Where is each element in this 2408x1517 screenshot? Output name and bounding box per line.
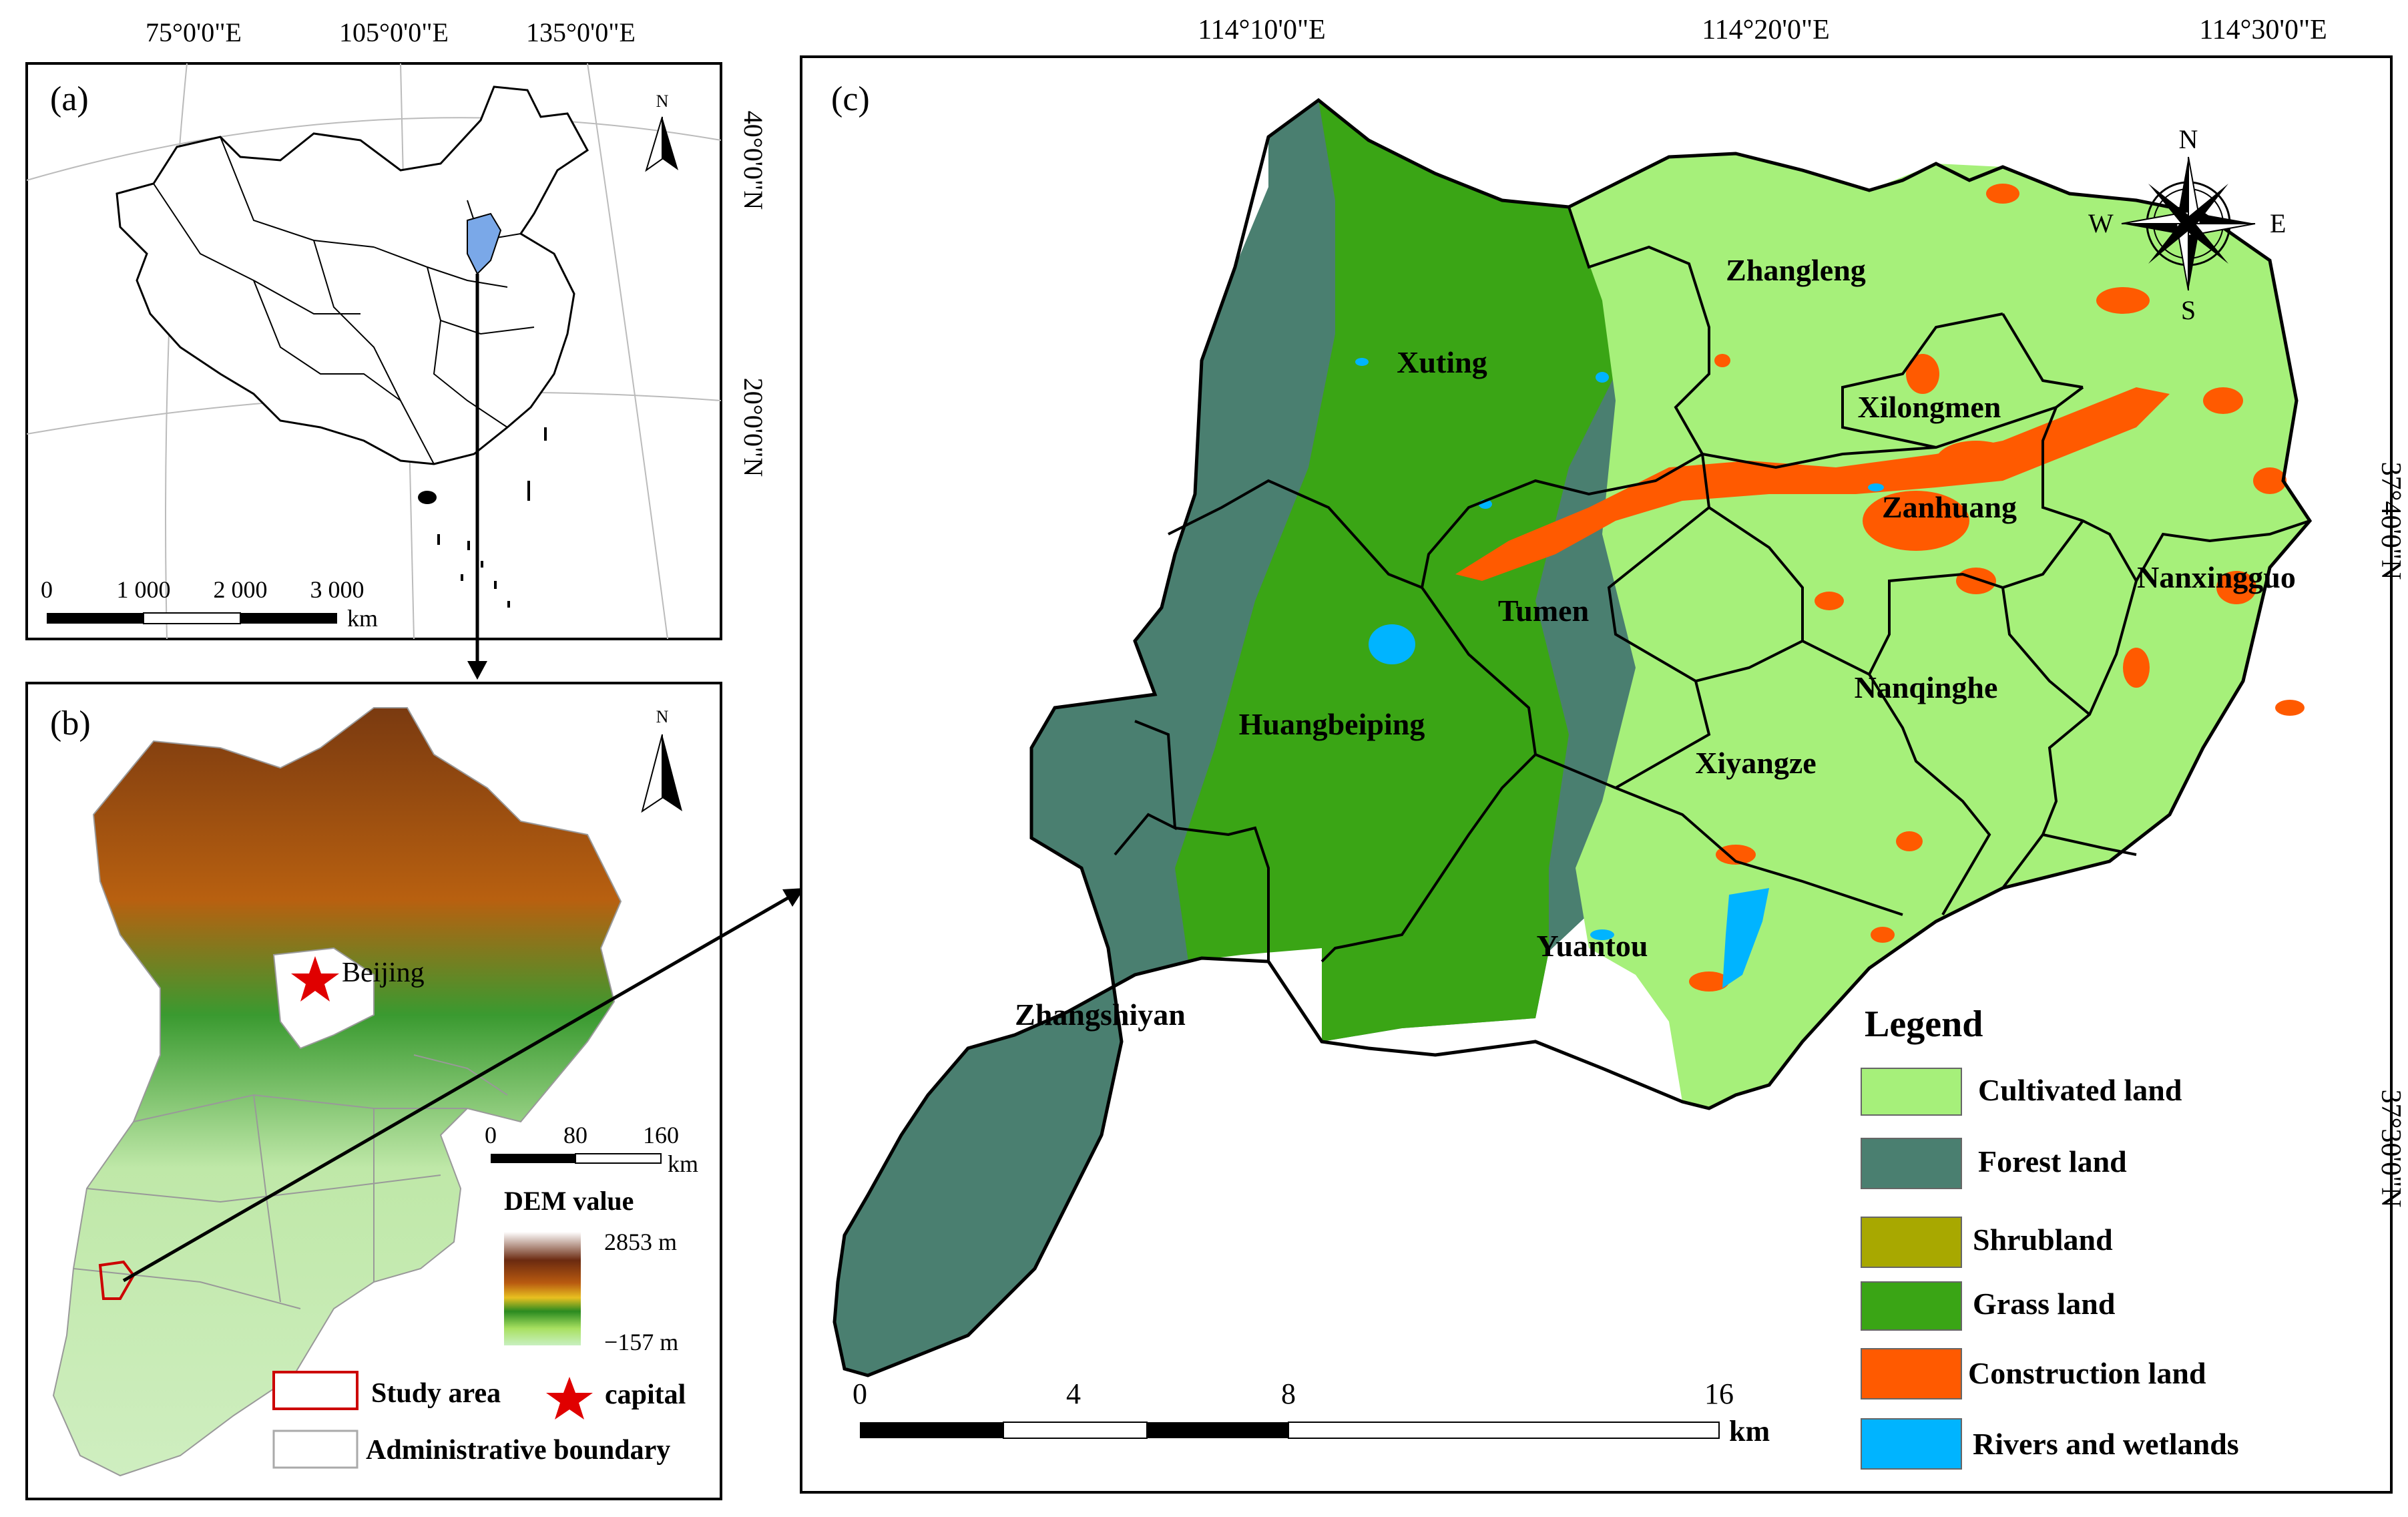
town-label-zanhuang: Zanhuang [1882,490,2017,524]
legend-label-construction: Construction land [1968,1356,2206,1390]
study-area-outline [98,1260,136,1300]
town-label-huangbeiping: Huangbeiping [1239,707,1425,741]
town-label-nanxingguo: Nanxingguo [2137,560,2296,594]
panel-a-north-arrow: N [645,91,678,172]
town-label-xilongmen: Xilongmen [1858,390,2001,424]
panel-a-north-label: N [656,91,669,111]
panel-c-lon-tick: 114°10'0"E [1198,15,1326,45]
town-label-xuting: Xuting [1397,345,1487,379]
panel-b-label: (b) [50,704,91,742]
panel-a-label: (a) [50,80,89,118]
panel-a-lat-tick: 20°0'0"N [738,378,768,477]
town-label-xiyangze: Xiyangze [1695,746,1816,780]
panel-a-scale-tick: 0 [41,576,53,603]
legend-swatch-grass [1861,1281,1962,1331]
panel-c-scale-tick: 4 [1066,1377,1081,1410]
panel-a-scale-unit: km [347,605,378,632]
legend-label-rivers: Rivers and wetlands [1973,1427,2239,1461]
legend-swatch-forest [1861,1138,1962,1189]
panel-c-scale-tick: 0 [853,1377,867,1410]
compass-rose-icon: N S E W [2088,124,2286,325]
town-labels: Zhangleng Xuting Xilongmen Zanhuang Nanx… [1015,253,2296,1032]
panel-b-scale-tick: 80 [563,1122,587,1148]
china-islands [418,427,547,608]
panel-b-north-label: N [656,707,669,726]
legend-label-forest: Forest land [1978,1144,2127,1178]
panel-a-lat-tick: 40°0'0"N [738,111,768,210]
panel-c-scale-bar: 0 4 8 16 km [853,1377,1770,1448]
arrow-a-to-b [467,274,487,680]
panel-a-lon-tick: 75°0'0"E [146,17,242,47]
compass-n-label: N [2179,124,2198,154]
panel-c: (c) 114°10'0"E 114°20'0"E 114°30'0"E 37°… [800,15,2406,1494]
china-outline [115,85,589,465]
dem-min-label: −157 m [604,1329,678,1355]
panel-a: (a) N [25,17,768,640]
township-boundaries [1114,206,2311,963]
legend-label-shrubland: Shrubland [1973,1223,2113,1257]
beijing-label: Beijing [342,957,425,988]
panel-b-north-arrow: N [641,707,682,813]
hebei-highlight [467,212,502,275]
panel-a-scale-tick: 2 000 [214,576,268,603]
panel-c-lon-tick: 114°30'0"E [2199,15,2327,45]
compass-s-label: S [2181,295,2196,325]
construction-land-patches [1455,184,2305,992]
legend-label-grass: Grass land [1973,1287,2116,1321]
legend-swatch-shrubland [1861,1217,1962,1268]
dem-color-ramp [504,1232,581,1345]
dem-max-label: 2853 m [604,1229,677,1255]
legend-swatch-construction [1861,1348,1962,1399]
panel-c-scale-tick: 16 [1704,1377,1734,1410]
legend-study-area-swatch [272,1371,358,1410]
legend-title: Legend [1865,1004,1983,1045]
town-label-tumen: Tumen [1498,594,1589,628]
panel-c-lat-tick: 37°30'0"N [2375,1090,2406,1208]
legend-swatch-rivers [1861,1418,1962,1470]
dem-legend-title: DEM value [504,1186,634,1216]
town-label-yuantou: Yuantou [1536,929,1648,963]
grass-land-area [1175,100,1669,1042]
beijing-area [272,947,375,1050]
panel-a-scale-bar: 0 1 000 2 000 3 000 km [41,576,378,632]
town-label-zhangleng: Zhangleng [1726,253,1866,287]
panel-c-label: (c) [831,80,870,118]
panel-c-lat-tick: 37°40'0"N [2375,462,2406,580]
legend-study-area-label: Study area [371,1378,501,1409]
legend-admin-label: Administrative boundary [366,1435,670,1466]
arrow-b-to-c [122,888,804,1283]
panel-b-scale-bar: 0 80 160 km [485,1122,698,1177]
china-provinces [153,136,535,465]
town-label-zhangshiyan: Zhangshiyan [1015,998,1186,1032]
panel-b: (b) Beijing N 0 80 160 [25,682,722,1500]
legend-swatch-cultivated [1861,1068,1962,1116]
panel-b-scale-tick: 0 [485,1122,497,1148]
beijing-star-icon [291,956,339,1002]
legend-label-cultivated: Cultivated land [1978,1073,2182,1107]
panel-b-scale-unit: km [668,1150,698,1177]
hebei-dem-map [52,707,622,1477]
compass-w-label: W [2088,208,2114,238]
legend-capital-label: capital [605,1379,686,1410]
panel-c-scale-unit: km [1729,1415,1770,1448]
town-label-nanqinghe: Nanqinghe [1855,670,1998,704]
panel-a-scale-tick: 3 000 [310,576,365,603]
legend-admin-swatch [272,1430,358,1469]
study-area-boundary [832,97,2313,1377]
panel-a-lon-tick: 135°0'0"E [526,17,636,47]
panel-c-lon-tick: 114°20'0"E [1702,15,1830,45]
land-use-legend: Legend Cultivated land Forest land Shrub… [1861,1004,2239,1470]
panel-b-scale-tick: 160 [643,1122,679,1148]
compass-e-label: E [2270,208,2286,238]
panel-a-lon-tick: 105°0'0"E [339,17,449,47]
panel-c-scale-tick: 8 [1281,1377,1296,1410]
capital-star-icon [546,1377,593,1420]
panel-a-scale-tick: 1 000 [117,576,171,603]
